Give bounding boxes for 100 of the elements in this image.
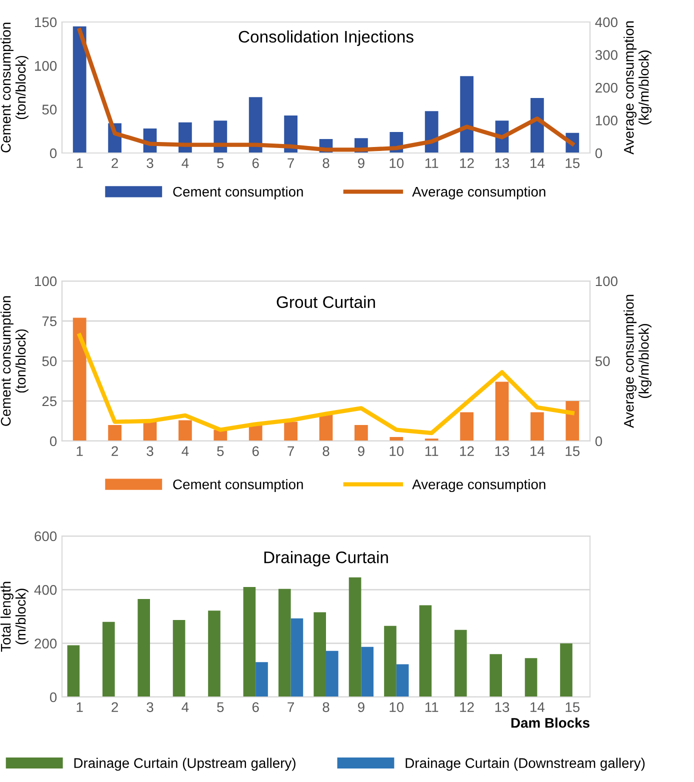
x-tick-label: 10 (390, 446, 404, 456)
y-tick-label: 150 (35, 17, 57, 28)
y-tick-label: 25 (42, 396, 57, 406)
x-tick-label: 14 (530, 446, 545, 456)
bar (278, 588, 291, 697)
bar (524, 658, 538, 697)
x-tick-label: 10 (390, 158, 404, 168)
bar (560, 643, 572, 697)
y-tick-label: 0 (50, 692, 57, 702)
x-tick-label: 2 (112, 702, 118, 712)
y2-axis-title: Average consumption (kg/m/block) (624, 294, 652, 428)
bar (102, 622, 115, 697)
x-tick-label: 1 (76, 702, 83, 712)
x-tick-label: 3 (146, 446, 154, 456)
y2-tick-label: 400 (595, 17, 618, 28)
x-tick-label: 10 (390, 702, 404, 712)
x-tick-label: 15 (566, 446, 580, 456)
x-tick-label: 14 (530, 158, 545, 168)
y2-tick-label: 200 (596, 82, 618, 93)
bar (384, 626, 396, 697)
bar (138, 599, 150, 697)
legend-label: Drainage Curtain (Downstream gallery) (406, 758, 645, 771)
bar (495, 382, 509, 441)
x-tick-label: 4 (182, 446, 189, 456)
x-tick-label: 12 (460, 446, 474, 456)
y-tick-label: 600 (34, 531, 57, 542)
bar (72, 318, 86, 441)
x-tick-label: 15 (566, 158, 580, 168)
y2-axis-title: Average consumption (kg/m/block) (624, 21, 652, 155)
bar (361, 646, 374, 697)
bar (530, 412, 544, 441)
y-tick-label: 50 (42, 356, 57, 366)
y-tick-label: 75 (42, 316, 57, 326)
x-tick-label: 13 (495, 702, 510, 712)
x-tick-label: 11 (425, 446, 438, 456)
y2-tick-label: 300 (595, 50, 618, 60)
line-series (78, 28, 574, 152)
y2-tick-label: 50 (595, 356, 610, 366)
y-tick-label: 100 (35, 61, 57, 71)
x-tick-label: 3 (146, 158, 154, 168)
x-axis-title: Dam Blocks (511, 718, 590, 728)
y-tick-label: 50 (42, 104, 57, 115)
x-tick-label: 11 (425, 702, 438, 712)
bar (208, 610, 220, 697)
bar (243, 586, 256, 697)
x-tick-label: 6 (252, 446, 259, 456)
bar (419, 605, 432, 697)
bar (460, 412, 474, 441)
x-tick-label: 1 (76, 446, 83, 456)
bar (396, 664, 409, 697)
text: Grout Curtain (276, 296, 375, 308)
x-tick-label: 9 (358, 158, 364, 168)
legend-label: Cement consumption (173, 479, 303, 492)
x-tick-label: 3 (146, 702, 154, 712)
y-tick-label: 0 (50, 436, 57, 446)
y-axis-title: Cement consumption (ton/block) (0, 22, 28, 152)
bar (248, 97, 262, 153)
y-tick-label: 200 (34, 638, 57, 649)
x-tick-label: 4 (182, 702, 189, 712)
y-tick-label: 400 (34, 585, 57, 595)
x-tick-label: 5 (217, 702, 224, 712)
bar (566, 401, 580, 441)
bar (284, 422, 298, 441)
x-tick-label: 2 (112, 158, 118, 168)
y2-tick-label: 0 (595, 148, 602, 158)
x-tick-label: 15 (566, 702, 580, 712)
bar (143, 422, 157, 441)
bar (290, 618, 304, 697)
bar (178, 420, 192, 441)
bar (530, 98, 544, 153)
x-tick-label: 5 (217, 158, 224, 168)
x-tick-label: 9 (358, 702, 364, 712)
x-tick-label: 8 (322, 446, 330, 456)
y-axis-title: Cement consumption (ton/block) (0, 296, 28, 426)
bar (256, 662, 268, 697)
bar (490, 654, 502, 697)
x-tick-label: 7 (288, 702, 294, 712)
bar (354, 425, 368, 441)
x-tick-label: 6 (252, 158, 259, 168)
legend-label: Average consumption (412, 186, 546, 200)
x-tick-label: 13 (495, 158, 510, 168)
y-axis-title: Total length (m/block) (0, 582, 28, 652)
legend-label: Average consumption (412, 479, 546, 492)
x-tick-label: 1 (76, 158, 83, 168)
x-tick-label: 6 (252, 702, 259, 712)
x-tick-label: 13 (495, 446, 510, 456)
y2-tick-label: 100 (596, 116, 618, 126)
bar (460, 76, 474, 153)
x-tick-label: 7 (288, 446, 294, 456)
x-tick-label: 8 (322, 702, 330, 712)
bar (172, 620, 186, 697)
y-tick-label: 0 (50, 148, 57, 158)
bar (108, 425, 122, 441)
x-tick-label: 12 (460, 158, 474, 168)
x-tick-label: 9 (358, 446, 364, 456)
line-series (78, 333, 574, 436)
y-tick-label: 100 (35, 276, 57, 286)
x-tick-label: 4 (182, 158, 189, 168)
x-tick-label: 7 (288, 158, 294, 168)
x-tick-label: 5 (217, 446, 224, 456)
